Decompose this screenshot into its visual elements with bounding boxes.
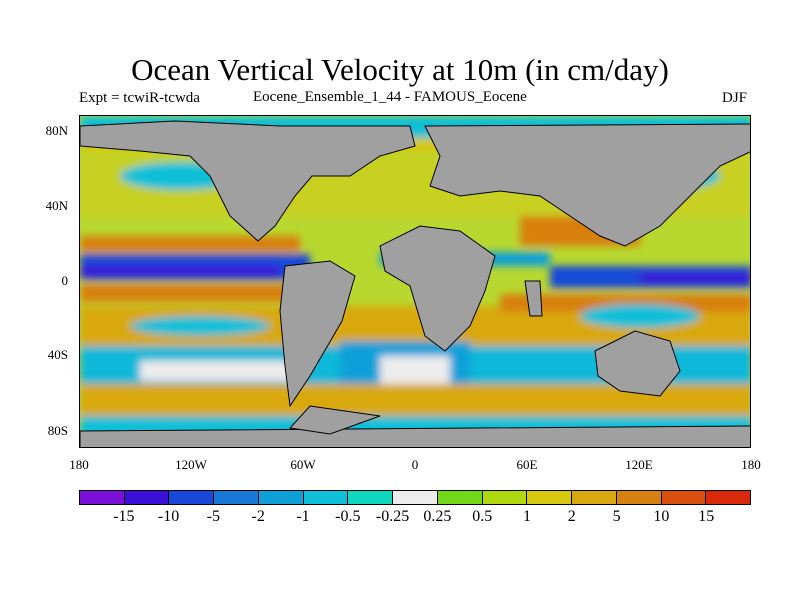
colorbar-swatch — [572, 491, 617, 504]
colorbar-swatch — [616, 491, 662, 504]
lat-tick-40n: 40N — [45, 198, 68, 213]
colorbar-swatch — [169, 491, 215, 504]
colorbar-label: 2 — [567, 508, 576, 525]
colorbar-label: 5 — [612, 508, 621, 525]
colorbar-label: 0.25 — [423, 508, 452, 525]
colorbar-label: 15 — [698, 508, 715, 525]
ensemble-label: Eocene_Ensemble_1_44 - FAMOUS_Eocene — [253, 89, 527, 105]
colorbar-swatch — [124, 491, 170, 504]
lat-tick-80n: 80N — [45, 123, 68, 138]
colorbar-swatch — [706, 491, 751, 504]
colorbar-label: -0.5 — [335, 508, 361, 525]
lon-tick-60w: 60W — [290, 457, 316, 472]
colorbar-swatch — [482, 491, 528, 504]
colorbar-label: 10 — [653, 508, 670, 525]
colorbar-label: -5 — [206, 508, 221, 525]
colorbar-label: 1 — [523, 508, 531, 525]
colorbar-label: -1 — [296, 508, 310, 525]
colorbar-swatch — [80, 491, 125, 504]
colorbar-swatch — [303, 491, 349, 504]
lat-tick-0: 0 — [61, 273, 69, 288]
map-panel — [79, 115, 751, 448]
colorbar-label: -2 — [251, 508, 265, 525]
season-label: DJF — [722, 90, 748, 106]
lat-tick-80s: 80S — [47, 423, 68, 438]
velocity-map — [80, 116, 750, 447]
colorbar-swatch — [527, 491, 573, 504]
experiment-label: Expt = tcwiR-tcwda — [79, 90, 200, 106]
colorbar-swatch — [258, 491, 304, 504]
colorbar-labels: -15 -10 -5 -2 -1 -0.5 -0.25 0.25 0.5 1 2 5 10 15 — [79, 508, 751, 532]
colorbar-swatch — [437, 491, 483, 504]
lon-tick-120e: 120E — [625, 457, 653, 472]
lon-tick-180w: 180 — [69, 457, 89, 472]
lon-tick-60e: 60E — [516, 457, 538, 472]
lon-tick-0: 0 — [411, 457, 419, 472]
colorbar-label: 0.5 — [472, 508, 493, 525]
colorbar-swatch — [661, 491, 707, 504]
colorbar-swatch — [348, 491, 394, 504]
colorbar-label: -15 — [113, 508, 135, 525]
continents — [80, 120, 750, 447]
colorbar-swatch — [214, 491, 259, 504]
colorbar-label: -10 — [157, 508, 180, 525]
colorbar-swatch — [393, 491, 438, 504]
colorbar — [79, 490, 751, 505]
lon-tick-120w: 120W — [175, 457, 207, 472]
map-title: Ocean Vertical Velocity at 10m (in cm/da… — [131, 52, 669, 87]
lon-tick-180e: 180 — [741, 457, 761, 472]
lat-tick-40s: 40S — [47, 347, 68, 362]
colorbar-label: -0.25 — [375, 508, 410, 525]
